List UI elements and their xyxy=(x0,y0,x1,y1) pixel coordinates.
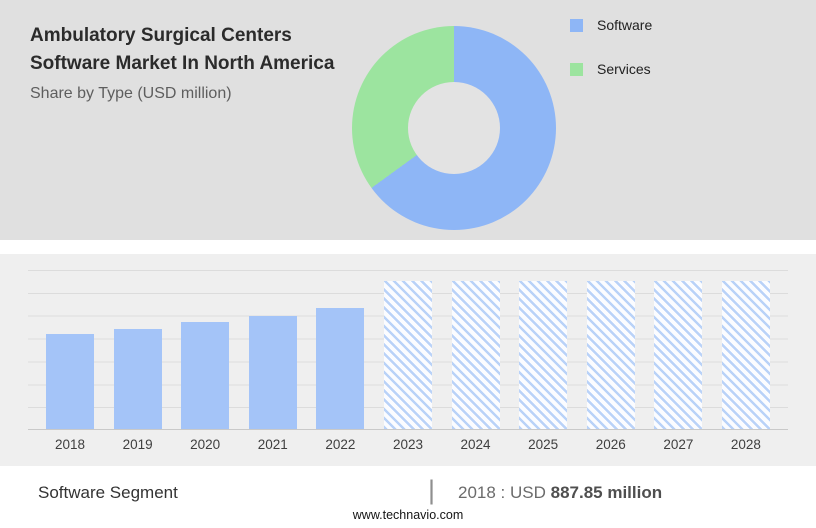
chart-legend: Software Services xyxy=(570,16,652,104)
segment-label: Software Segment xyxy=(38,483,178,502)
bar-2024-forecast xyxy=(451,280,500,429)
page-title: Ambulatory Surgical Centers Software Mar… xyxy=(30,25,335,74)
x-label-2021: 2021 xyxy=(257,437,288,452)
header-panel: Ambulatory Surgical Centers Software Mar… xyxy=(0,0,816,240)
title-block: Ambulatory Surgical Centers Software Mar… xyxy=(30,22,342,103)
x-label-2024: 2024 xyxy=(460,437,491,452)
bar-2028-forecast xyxy=(721,280,770,429)
legend-label: Services xyxy=(597,61,651,77)
bar-chart-plot xyxy=(28,270,788,430)
stat-prefix: 2018 : USD xyxy=(458,483,546,502)
x-label-2023: 2023 xyxy=(392,437,423,452)
x-label-2019: 2019 xyxy=(122,437,153,452)
x-label-2028: 2028 xyxy=(730,437,761,452)
bar-2026-forecast xyxy=(586,280,635,429)
bar-2018 xyxy=(46,334,94,429)
bar-2023-forecast xyxy=(383,280,432,429)
footer-separator: | xyxy=(428,475,436,505)
donut-hole xyxy=(408,82,500,174)
bar-2025-forecast xyxy=(519,280,568,429)
segment-stat: 2018 : USD 887.85 million xyxy=(458,483,662,503)
legend-swatch-icon xyxy=(570,18,583,32)
stat-value: 887.85 million xyxy=(550,483,663,502)
legend-swatch-icon xyxy=(570,62,583,76)
bar-2019 xyxy=(113,328,162,429)
x-label-2018: 2018 xyxy=(54,437,86,452)
website-text: www.technavio.com xyxy=(352,508,464,522)
bar-2020 xyxy=(181,322,230,429)
x-label-2020: 2020 xyxy=(190,437,221,452)
page-subtitle: Share by Type (USD million) xyxy=(30,85,232,103)
x-axis-labels: 2018 2019 2020 2021 2022 2023 2024 2025 2026 2027… xyxy=(28,437,788,452)
bar-2022 xyxy=(316,308,365,429)
bar-2021 xyxy=(248,315,297,429)
donut-chart xyxy=(352,26,556,230)
x-label-2025: 2025 xyxy=(528,437,559,452)
bar-2027-forecast xyxy=(654,280,703,429)
x-label-2026: 2026 xyxy=(595,437,626,452)
legend-label: Software xyxy=(597,17,653,33)
footer-bar: Software Segment | 2018 : USD 887.85 mil… xyxy=(0,475,816,510)
x-label-2027: 2027 xyxy=(663,437,694,452)
bar-chart-panel: 2018 2019 2020 2021 2022 2023 2024 2025 2026 2027… xyxy=(0,254,816,466)
legend-item-services: Services xyxy=(570,60,652,78)
legend-item-software: Software xyxy=(570,16,652,34)
x-label-2022: 2022 xyxy=(325,437,356,452)
